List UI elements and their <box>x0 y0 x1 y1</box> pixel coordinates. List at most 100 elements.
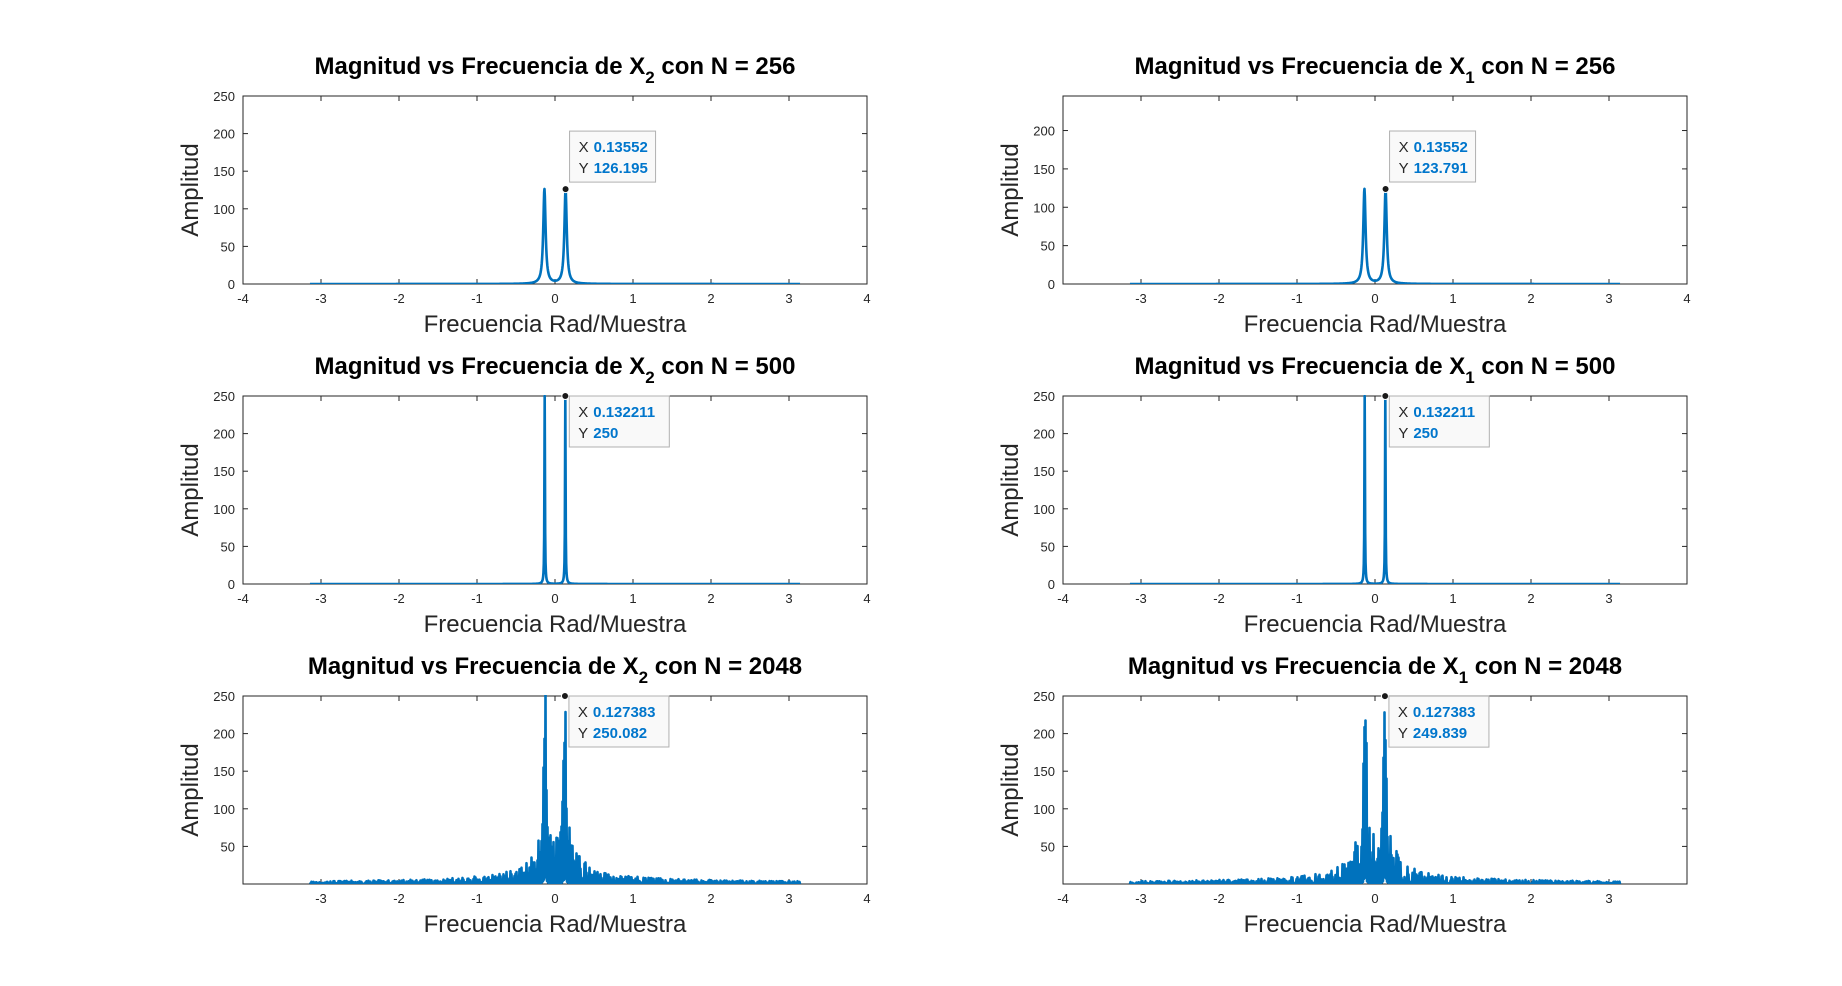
y-tick-label: 100 <box>1033 502 1055 517</box>
x-tick-label: -1 <box>1291 291 1303 306</box>
y-tick-label: 200 <box>213 127 235 142</box>
y-tick-label: 200 <box>1033 124 1055 139</box>
datatip-x-value: 0.13552 <box>1414 139 1468 156</box>
chart-title: Magnitud vs Frecuencia de X1 con N = 256 <box>1135 53 1616 87</box>
y-tick-label: 150 <box>1033 162 1055 177</box>
x-tick-label: 2 <box>707 891 714 906</box>
x-axis-label: Frecuencia Rad/Muestra <box>424 911 687 938</box>
chart-title-main: Magnitud vs Frecuencia de X <box>1128 653 1459 680</box>
datatip-y-label: Y <box>578 425 588 442</box>
chart-title-main: Magnitud vs Frecuencia de X <box>1135 353 1466 380</box>
x-tick-label: -3 <box>1135 291 1147 306</box>
data-series-line <box>309 395 801 584</box>
axes-frame <box>242 395 868 585</box>
data-series-line <box>1129 187 1621 284</box>
y-tick-label: 50 <box>221 539 235 554</box>
datatip-x-label: X <box>579 139 589 156</box>
datatip[interactable]: X 0.13552 Y 123.791 <box>1389 130 1477 183</box>
x-tick-label: -2 <box>393 891 405 906</box>
x-tick-label: 3 <box>1605 291 1612 306</box>
datatip-y-label: Y <box>1399 160 1409 177</box>
datatip-marker[interactable] <box>560 692 569 700</box>
chart-title: Magnitud vs Frecuencia de X2 con N = 204… <box>308 653 802 687</box>
x-axis-label: Frecuencia Rad/Muestra <box>424 611 687 638</box>
x-tick-label: 2 <box>707 591 714 606</box>
y-tick-label: 150 <box>213 764 235 779</box>
x-tick-label: 1 <box>1449 591 1456 606</box>
datatip[interactable]: X 0.13552 Y 126.195 <box>569 130 657 183</box>
x-tick-label: 0 <box>1371 591 1378 606</box>
datatip-y-value: 250 <box>593 425 618 442</box>
x-tick-label: -2 <box>1213 291 1225 306</box>
x-tick-label: 4 <box>863 291 870 306</box>
y-tick-label: 0 <box>1048 277 1055 292</box>
x-tick-label: -2 <box>1213 891 1225 906</box>
chart-title-main: Magnitud vs Frecuencia de X <box>315 353 646 380</box>
x-tick-label: -3 <box>315 591 327 606</box>
data-series-line <box>1128 711 1622 884</box>
y-tick-label: 50 <box>1041 539 1055 554</box>
datatip-marker[interactable] <box>561 392 570 400</box>
x-tick-label: -3 <box>315 291 327 306</box>
chart-title: Magnitud vs Frecuencia de X2 con N = 256 <box>315 53 796 87</box>
x-tick-label: 2 <box>1527 591 1534 606</box>
datatip-x-value: 0.127383 <box>593 704 656 721</box>
x-tick-label: 1 <box>1449 291 1456 306</box>
x-tick-label: -2 <box>393 291 405 306</box>
x-axis-label: Frecuencia Rad/Muestra <box>1244 311 1507 338</box>
x-tick-label: 4 <box>863 891 870 906</box>
datatip-marker[interactable] <box>1380 692 1389 701</box>
datatip-x-label: X <box>1399 139 1409 156</box>
datatip-box <box>569 130 657 183</box>
datatip[interactable]: X 0.127383 Y 249.839 <box>1388 695 1490 748</box>
datatip-marker[interactable] <box>1381 392 1390 400</box>
datatip-box <box>1389 130 1477 183</box>
datatip-y-value: 123.791 <box>1414 160 1468 177</box>
chart-title: Magnitud vs Frecuencia de X1 con N = 204… <box>1128 653 1622 687</box>
datatip-y-value: 126.195 <box>594 160 648 177</box>
data-series-line <box>309 187 801 284</box>
chart-title-suffix: con N = 256 <box>1475 53 1616 80</box>
datatip-marker[interactable] <box>561 185 570 194</box>
x-tick-label: 0 <box>1371 891 1378 906</box>
datatip-x-label: X <box>578 404 588 421</box>
data-series-line <box>1129 395 1621 584</box>
datatip-box <box>568 395 670 448</box>
x-tick-label: 2 <box>707 291 714 306</box>
datatip-y-value: 249.839 <box>1413 725 1467 742</box>
datatip[interactable]: X 0.132211 Y 250 <box>568 395 670 448</box>
x-tick-label: 0 <box>551 891 558 906</box>
axes-frame <box>1062 395 1688 585</box>
y-tick-label: 100 <box>213 202 235 217</box>
x-tick-label: 1 <box>629 591 636 606</box>
datatip-x-value: 0.13552 <box>594 139 648 156</box>
chart-title-main: Magnitud vs Frecuencia de X <box>308 653 639 680</box>
datatip[interactable]: X 0.132211 Y 250 <box>1388 395 1490 448</box>
subplot-6: Magnitud vs Frecuencia de X1 con N = 204… <box>997 653 1688 938</box>
datatip-x-value: 0.132211 <box>1413 404 1475 421</box>
datatip-y-value: 250.082 <box>593 725 647 742</box>
x-tick-label: -4 <box>1057 591 1069 606</box>
y-tick-label: 0 <box>228 277 235 292</box>
x-tick-label: 1 <box>629 891 636 906</box>
datatip-box <box>568 695 670 748</box>
y-tick-label: 50 <box>1041 839 1055 854</box>
chart-title-subscript: 2 <box>645 68 654 87</box>
x-tick-label: 3 <box>785 891 792 906</box>
subplot-5: Magnitud vs Frecuencia de X2 con N = 204… <box>177 653 871 938</box>
datatip-marker[interactable] <box>1381 185 1390 194</box>
y-tick-label: 150 <box>1033 764 1055 779</box>
datatip-y-label: Y <box>579 160 589 177</box>
x-tick-label: 3 <box>1605 591 1612 606</box>
x-axis-label: Frecuencia Rad/Muestra <box>424 311 687 338</box>
subplot-2: Magnitud vs Frecuencia de X1 con N = 256… <box>997 53 1691 338</box>
chart-title-subscript: 1 <box>1465 68 1474 87</box>
chart-title: Magnitud vs Frecuencia de X2 con N = 500 <box>315 353 796 387</box>
y-tick-label: 150 <box>213 164 235 179</box>
y-axis-label: Amplitud <box>997 443 1024 536</box>
datatip-y-label: Y <box>1398 425 1408 442</box>
x-axis-label: Frecuencia Rad/Muestra <box>1244 611 1507 638</box>
y-tick-label: 200 <box>1033 727 1055 742</box>
datatip[interactable]: X 0.127383 Y 250.082 <box>568 695 670 748</box>
